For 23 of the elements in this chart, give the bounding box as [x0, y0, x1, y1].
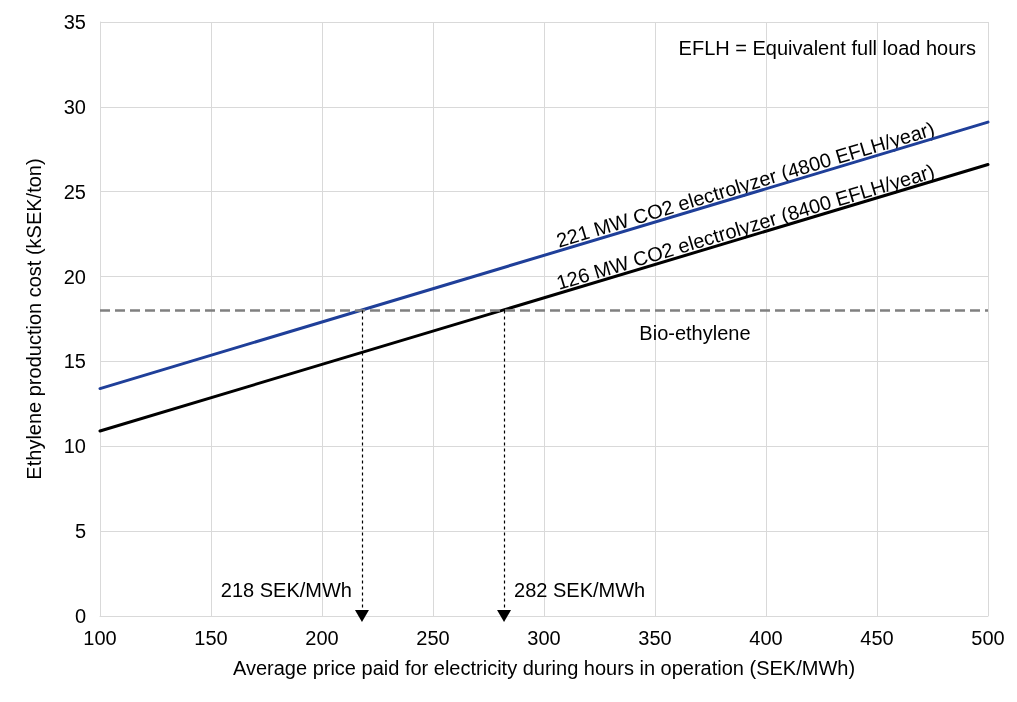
y-tick-label: 20 — [63, 265, 86, 288]
y-axis-title: Ethylene production cost (kSEK/ton) — [23, 158, 45, 480]
annotation: 218 SEK/MWh — [220, 579, 352, 601]
y-tick-label: 35 — [63, 11, 86, 33]
x-tick-label: 500 — [971, 627, 1005, 649]
x-tick-label: 250 — [416, 627, 450, 649]
y-tick-label: 10 — [63, 435, 86, 458]
y-tick-label: 5 — [74, 520, 86, 543]
x-tick-label: 350 — [638, 627, 672, 649]
y-tick-label: 30 — [63, 95, 86, 118]
x-tick-label: 100 — [83, 627, 117, 649]
annotation: EFLH = Equivalent full load hours — [678, 37, 976, 59]
x-tick-label: 150 — [194, 627, 228, 649]
y-tick-label: 0 — [74, 605, 86, 627]
y-tick-label: 15 — [63, 350, 86, 373]
x-tick-label: 450 — [860, 627, 894, 649]
x-tick-label: 300 — [527, 627, 561, 649]
ref-line-label: Bio-ethylene — [639, 321, 751, 344]
annotation: 282 SEK/MWh — [514, 579, 646, 601]
x-tick-label: 400 — [749, 627, 783, 649]
x-axis-title: Average price paid for electricity during hours in operation (SEK/MWh) — [232, 657, 856, 679]
y-tick-label: 25 — [63, 180, 86, 203]
x-tick-label: 200 — [305, 627, 339, 649]
